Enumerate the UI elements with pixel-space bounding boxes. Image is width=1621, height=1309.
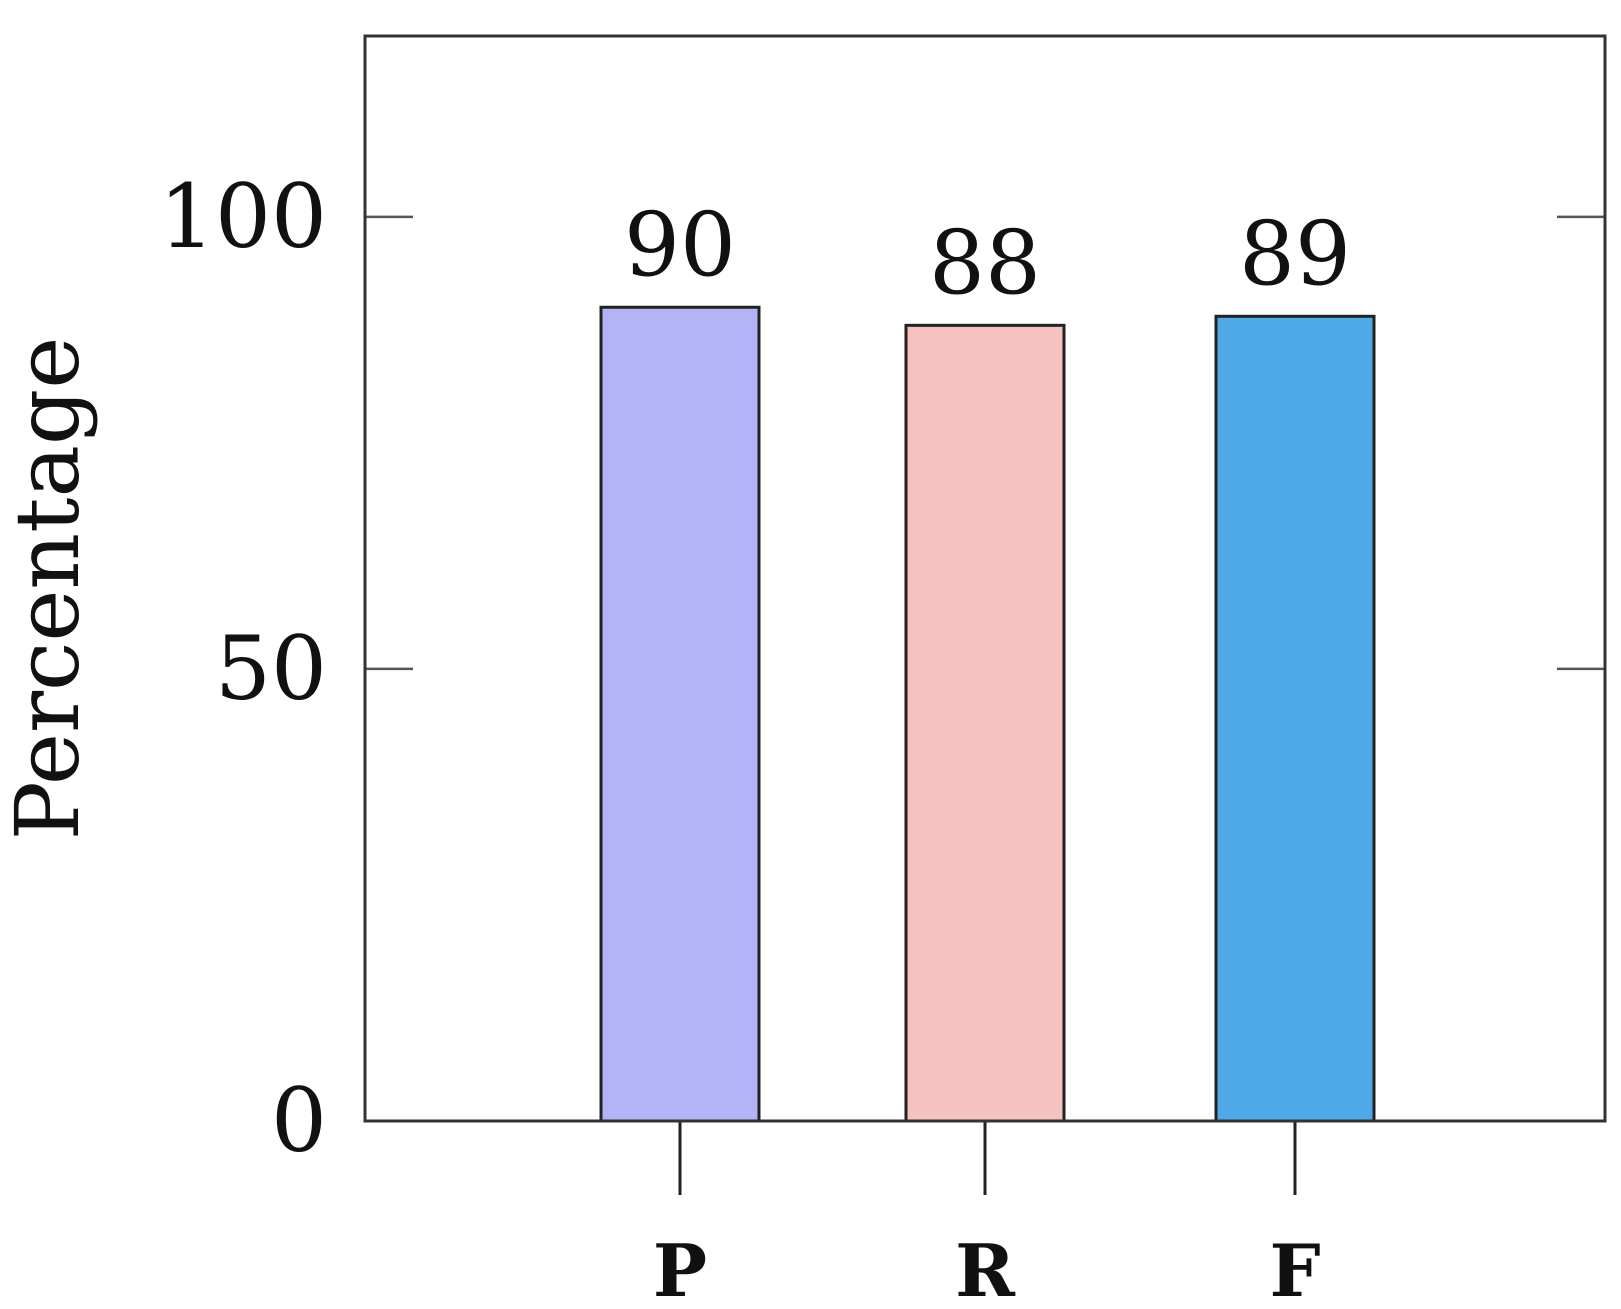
- y-tick-label: 0: [271, 1069, 327, 1172]
- y-tick-label: 50: [215, 617, 327, 720]
- y-axis-ticks: 0 50 100: [159, 165, 1605, 1172]
- data-label: 88: [929, 211, 1041, 314]
- bar-r: [906, 325, 1064, 1121]
- bar-f: [1216, 316, 1374, 1121]
- x-tick-label: P: [653, 1228, 707, 1309]
- data-label: 90: [624, 193, 736, 296]
- y-tick-label: 100: [159, 165, 327, 268]
- data-labels: 90 88 89: [624, 193, 1351, 314]
- x-tick-label: R: [955, 1228, 1016, 1309]
- data-label: 89: [1239, 202, 1351, 305]
- x-tick-label: F: [1269, 1228, 1320, 1309]
- bar-p: [601, 307, 759, 1121]
- y-axis-title: Percentage: [0, 337, 99, 841]
- bars: [601, 307, 1374, 1121]
